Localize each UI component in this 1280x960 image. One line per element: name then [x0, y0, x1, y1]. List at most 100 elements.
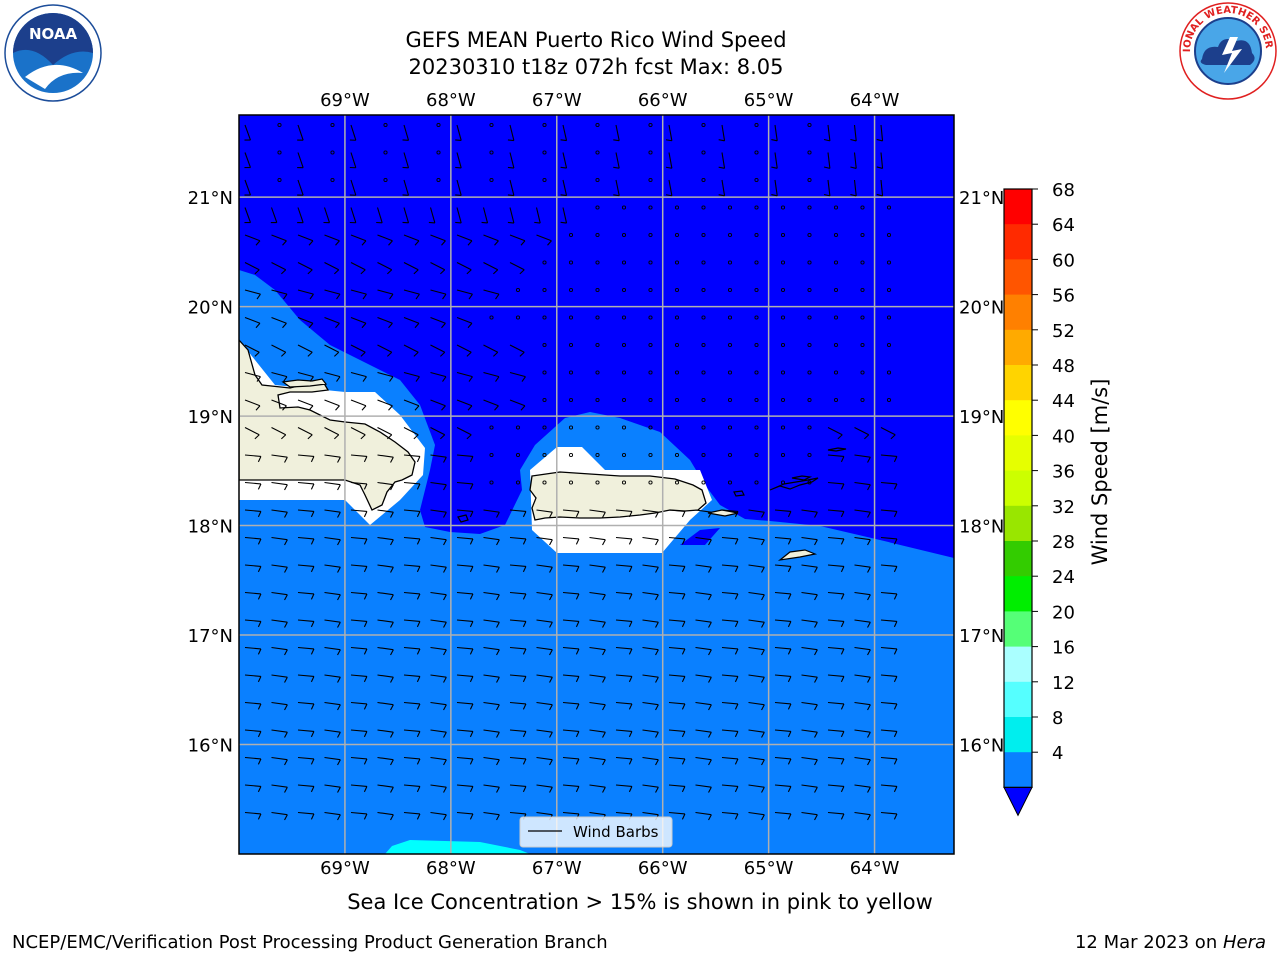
- wind-barb-flag: [602, 731, 606, 738]
- wind-barb-flag: [455, 221, 462, 224]
- calm-barb: [754, 452, 759, 458]
- wind-barb-flag: [390, 621, 394, 628]
- wind-barb: [642, 646, 659, 651]
- wind-barb: [483, 591, 500, 596]
- wind-barb: [642, 784, 659, 788]
- lon-label-bottom: 65°W: [744, 858, 794, 879]
- calm-barb: [568, 287, 574, 293]
- wind-barb-flag: [469, 538, 474, 545]
- colorbar-tick-label: 12: [1052, 673, 1075, 694]
- wind-barb-flag: [840, 593, 845, 600]
- calm-barb: [595, 260, 600, 265]
- wind-barb: [827, 124, 831, 141]
- lat-label-left: 21°N: [188, 188, 233, 209]
- wind-barb: [562, 564, 579, 567]
- wind-barb-flag: [416, 621, 421, 628]
- wind-barb: [827, 481, 844, 485]
- wind-barb-flag: [850, 166, 857, 169]
- calm-barb: [595, 177, 600, 183]
- wind-barb-flag: [390, 814, 394, 821]
- wind-barb-flag: [814, 786, 818, 793]
- wind-barb-flag: [337, 621, 341, 628]
- wind-barb: [297, 646, 314, 650]
- wind-barb-flag: [496, 759, 500, 766]
- calm-barb: [542, 122, 547, 128]
- wind-barb: [854, 509, 871, 513]
- calm-barb: [674, 287, 680, 293]
- wind-barb: [721, 784, 738, 787]
- wind-barb-flag: [560, 221, 567, 224]
- calm-barb: [648, 177, 653, 183]
- wind-barb: [854, 811, 871, 816]
- colorbar-segment: [1004, 646, 1032, 683]
- wind-barb-flag: [284, 511, 288, 518]
- wind-barb: [668, 729, 685, 732]
- wind-barb-flag: [893, 676, 898, 683]
- wind-barb: [774, 701, 791, 705]
- wind-barb: [589, 564, 606, 568]
- wind-barb: [642, 674, 659, 678]
- wind-barb: [324, 701, 341, 706]
- wind-barb-flag: [360, 351, 366, 357]
- wind-barb: [297, 427, 313, 436]
- wind-barb-flag: [443, 759, 447, 766]
- wind-barb-flag: [363, 648, 368, 655]
- calm-barb: [780, 397, 786, 403]
- wind-barb: [403, 124, 410, 141]
- wind-barb-flag: [787, 566, 792, 573]
- wind-barb-flag: [628, 758, 633, 765]
- wind-barb: [774, 811, 791, 815]
- wind-barb-flag: [310, 538, 315, 545]
- wind-barb: [774, 674, 791, 677]
- wind-barb-flag: [469, 593, 474, 600]
- wind-barb: [748, 674, 765, 678]
- wind-barb: [827, 536, 844, 540]
- lon-label-bottom: 69°W: [320, 858, 370, 879]
- wind-barb-flag: [282, 322, 287, 329]
- wind-barb-flag: [283, 376, 288, 382]
- colorbar: 68 64 60 56 52 48 44 40 36 32 28 24 20 16 12 8 4: [1003, 180, 1075, 817]
- calm-barb: [383, 150, 388, 155]
- wind-barb: [271, 674, 288, 678]
- calm-barb: [621, 370, 627, 375]
- calm-barb: [542, 260, 547, 265]
- wind-barb-flag: [602, 649, 606, 656]
- wind-barb: [403, 729, 420, 732]
- wind-barb: [562, 729, 579, 732]
- wind-barb: [377, 729, 394, 733]
- wind-barb-flag: [284, 731, 288, 738]
- wind-barb-flag: [469, 511, 474, 518]
- wind-barb: [403, 399, 420, 407]
- wind-barb: [244, 399, 261, 407]
- wind-barb-flag: [761, 786, 765, 793]
- wind-barb-flag: [284, 621, 288, 628]
- wind-barb-flag: [602, 594, 606, 601]
- calm-barb: [674, 260, 680, 265]
- wind-barb: [721, 536, 738, 540]
- wind-barb: [509, 811, 526, 815]
- wind-barb-flag: [390, 484, 394, 491]
- lon-label-bottom: 68°W: [426, 858, 476, 879]
- calm-barb: [595, 205, 600, 210]
- wind-barb-flag: [257, 538, 262, 545]
- wind-barb: [536, 756, 553, 761]
- calm-barb: [515, 315, 521, 320]
- wind-barb-flag: [257, 758, 262, 765]
- wind-barb: [324, 674, 341, 678]
- wind-barb-flag: [310, 758, 315, 765]
- wind-barb-flag: [363, 786, 368, 793]
- wind-barb: [350, 729, 367, 732]
- wind-barb: [801, 536, 818, 541]
- wind-barb: [748, 701, 765, 706]
- wind-barb: [642, 729, 659, 733]
- wind-barb: [880, 756, 897, 760]
- wind-barb-flag: [443, 594, 447, 601]
- wind-barb-flag: [522, 703, 527, 710]
- wind-barb-flag: [787, 731, 792, 738]
- wind-barb-flag: [468, 376, 473, 382]
- colorbar-tick-label: 28: [1052, 532, 1075, 553]
- wind-barb: [350, 427, 366, 436]
- wind-barb: [695, 784, 712, 788]
- wind-barb-flag: [337, 511, 341, 518]
